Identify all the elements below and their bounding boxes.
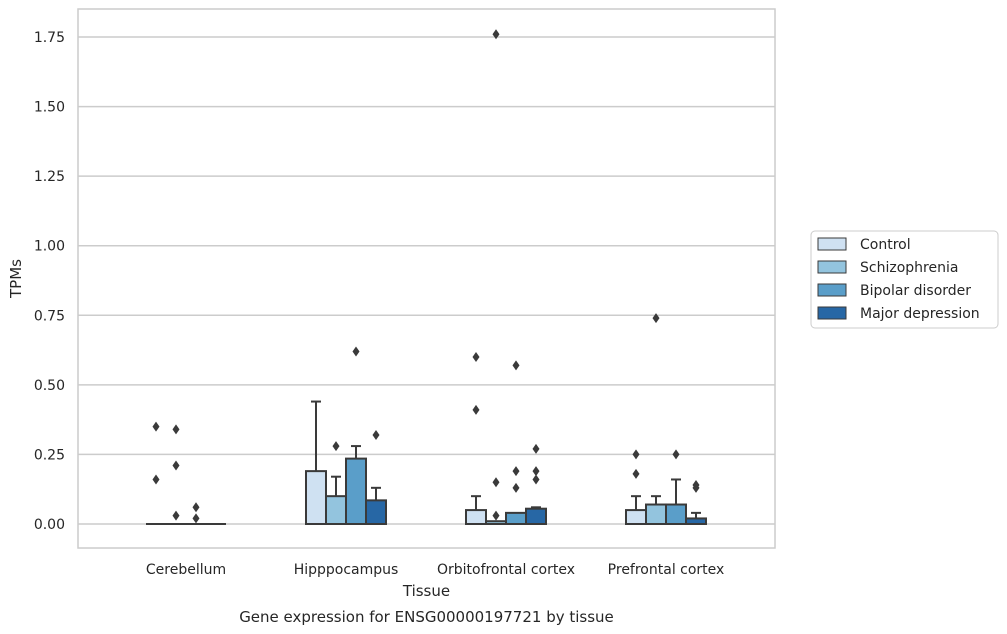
x-axis-ticks: Cerebellum Hipppocampus Orbitofrontal cort… — [146, 562, 724, 578]
x-tick-label: Prefrontal cortex — [608, 562, 725, 578]
box-3-3 — [685, 480, 707, 525]
y-tick-label: 0.75 — [34, 308, 65, 324]
box-0-1 — [305, 400, 327, 525]
outlier-point — [652, 313, 660, 324]
legend: Control Schizophrenia Bipolar disorder Majo… — [810, 230, 999, 329]
outlier-point — [372, 429, 380, 440]
box-2-1 — [345, 346, 367, 525]
x-tick-label: Hipppocampus — [294, 562, 399, 578]
outlier-point — [492, 477, 500, 488]
box-rect — [465, 509, 487, 526]
outlier-point — [152, 421, 160, 432]
box-0-2 — [465, 352, 487, 526]
y-axis-label: TPMs — [7, 259, 25, 299]
y-tick-label: 0.50 — [34, 378, 65, 394]
legend-entry: Bipolar disorder — [860, 283, 971, 299]
y-axis-ticks: 0.00 0.25 0.50 0.75 1.00 1.25 1.50 1.75 — [34, 30, 65, 533]
box-rect — [505, 511, 527, 526]
plot-area-frame — [77, 8, 776, 549]
x-tick-label: Orbitofrontal cortex — [437, 562, 575, 578]
legend-swatch — [817, 237, 847, 251]
box-rect — [325, 495, 347, 525]
outlier-point — [532, 474, 540, 485]
box-0-3 — [625, 449, 647, 526]
x-tick-label: Cerebellum — [146, 562, 226, 578]
y-tick-label: 1.75 — [34, 30, 65, 46]
y-tick-label: 1.00 — [34, 239, 65, 255]
outlier-point — [512, 466, 520, 477]
outlier-point — [332, 441, 340, 452]
box-rect — [365, 499, 387, 525]
box-1-2 — [485, 29, 507, 526]
legend-entry: Major depression — [860, 306, 980, 322]
outlier-point — [672, 449, 680, 460]
box-plot-boxes — [146, 29, 707, 526]
legend-swatch — [817, 260, 847, 274]
box-0-0 — [146, 421, 166, 525]
outlier-point — [192, 513, 200, 524]
box-1-3 — [645, 313, 667, 525]
outlier-point — [472, 404, 480, 415]
outlier-point — [512, 482, 520, 493]
outlier-point — [152, 474, 160, 485]
box-rect — [305, 470, 327, 525]
legend-entry: Control — [860, 237, 911, 253]
box-3-2 — [525, 443, 547, 525]
box-rect — [525, 507, 547, 525]
gridlines — [78, 36, 775, 525]
box-1-1 — [325, 441, 347, 525]
box-3-1 — [365, 429, 387, 525]
y-tick-label: 1.25 — [34, 169, 65, 185]
outlier-point — [692, 482, 700, 493]
x-axis-label: Tissue — [402, 582, 450, 600]
outlier-point — [472, 352, 480, 363]
outlier-point — [632, 449, 640, 460]
outlier-point — [172, 460, 180, 471]
legend-swatch — [817, 283, 847, 297]
box-rect — [345, 457, 367, 525]
outlier-point — [172, 510, 180, 521]
box-rect — [625, 509, 647, 526]
outlier-point — [192, 502, 200, 513]
box-rect — [665, 503, 687, 525]
outlier-point — [532, 443, 540, 454]
y-tick-label: 0.25 — [34, 447, 65, 463]
outlier-point — [492, 510, 500, 521]
box-2-0 — [186, 502, 206, 525]
box-2-3 — [665, 449, 687, 525]
legend-swatch — [817, 306, 847, 320]
chart-caption: Gene expression for ENSG00000197721 by t… — [239, 608, 614, 626]
outlier-point — [492, 29, 500, 40]
outlier-point — [512, 360, 520, 371]
y-tick-label: 1.50 — [34, 100, 65, 116]
box-1-0 — [166, 424, 186, 525]
legend-entry: Schizophrenia — [860, 260, 958, 276]
y-tick-label: 0.00 — [34, 517, 65, 533]
outlier-point — [352, 346, 360, 357]
outlier-point — [172, 424, 180, 435]
outlier-point — [532, 466, 540, 477]
legend-frame — [810, 230, 999, 329]
outlier-point — [632, 468, 640, 479]
box-rect — [645, 503, 667, 525]
box-2-2 — [505, 360, 527, 526]
